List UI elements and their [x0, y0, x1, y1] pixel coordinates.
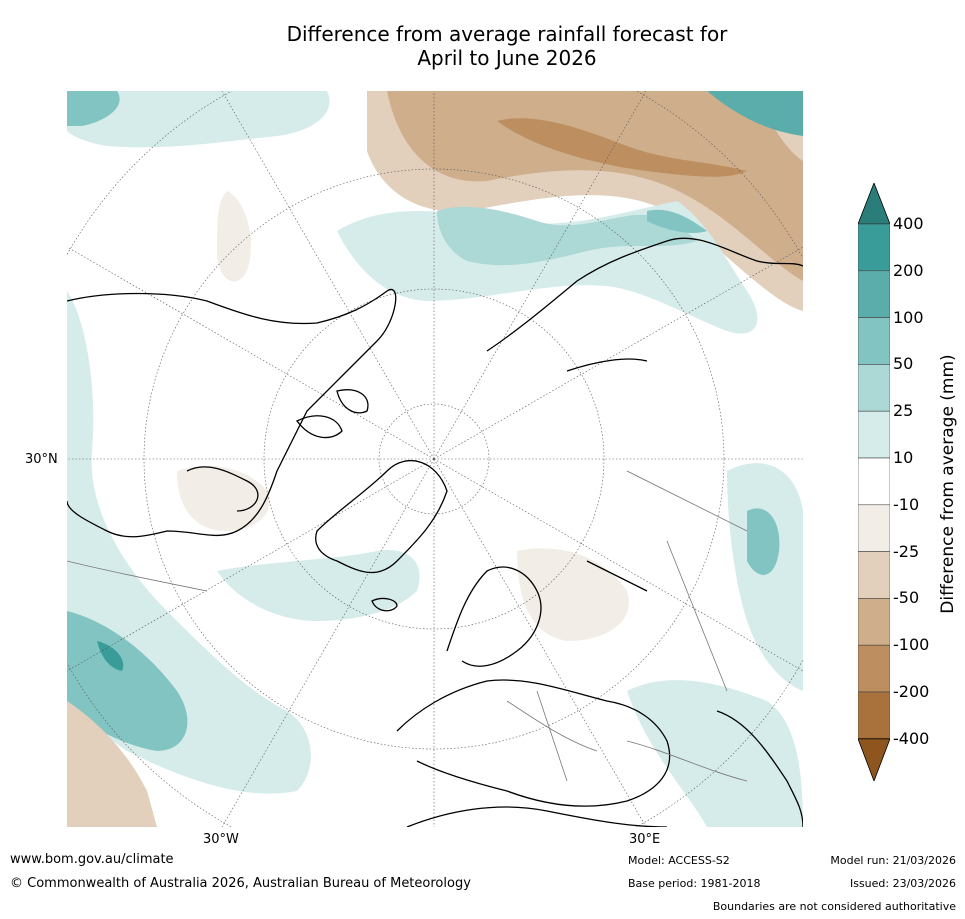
wet-anomaly-arctic-strong: [647, 209, 707, 233]
footer-issued: Issued: 23/03/2026: [849, 877, 956, 890]
colorbar-segment: [857, 410, 891, 459]
colorbar-tick-label: -200: [893, 682, 930, 701]
graticule: [67, 91, 803, 827]
colorbar-tick-label: -25: [893, 541, 920, 561]
colorbar-segment: [857, 504, 891, 552]
colorbar-extend-max: [857, 181, 891, 225]
wet-anomaly-asia: [727, 463, 803, 691]
country-borders: [67, 470, 748, 782]
colorbar-segment: [857, 457, 891, 506]
colorbar-segment: [857, 223, 891, 272]
colorbar-tick-label: 25: [893, 401, 914, 421]
dry-anomaly-north-core: [387, 91, 803, 281]
colorbar-tick-label: -100: [893, 635, 930, 655]
dry-anomaly-greenland: [217, 191, 251, 282]
dry-anomaly-europe: [517, 548, 629, 641]
colorbar-tick-label: 50: [893, 354, 914, 374]
colorbar-segment: [857, 598, 891, 646]
colorbar-extend-min: [857, 738, 891, 783]
colorbar-tick-label: -50: [893, 588, 920, 608]
title-line-2: April to June 2026: [417, 46, 597, 70]
wet-anomaly-asia-core: [747, 508, 780, 575]
lat-label-30n: 30°N: [25, 452, 58, 467]
map-canvas: [67, 91, 803, 827]
footer-website: www.bom.gov.au/climate: [10, 852, 174, 867]
dry-anomaly-north-strong: [497, 118, 747, 177]
wet-anomaly-mideast: [627, 680, 803, 827]
footer-model: Model: ACCESS-S2: [628, 854, 730, 867]
colorbar-tick-label: -400: [893, 728, 930, 748]
colorbar: [857, 181, 891, 783]
lon-label-30w: 30°W: [203, 832, 239, 847]
footer-model-run: Model run: 21/03/2026: [830, 854, 956, 867]
rainfall-map: [67, 91, 803, 827]
footer-copyright: © Commonwealth of Australia 2026, Austra…: [10, 876, 471, 891]
colorbar-segment: [857, 551, 891, 599]
wet-anomaly-arctic-core: [437, 206, 697, 266]
map-title: Difference from average rainfall forecas…: [0, 22, 965, 70]
wet-anomaly-pacific-core: [97, 641, 124, 671]
colorbar-segment: [857, 644, 891, 693]
wet-anomaly-pacific: [67, 611, 188, 751]
lon-label-30e: 30°E: [629, 832, 661, 847]
colorbar-tick-label: 400: [893, 214, 924, 233]
wet-anomaly-nw: [67, 91, 330, 148]
colorbar-segment: [857, 270, 891, 318]
colorbar-segment: [857, 317, 891, 365]
colorbar-title: Difference from average (mm): [938, 354, 958, 614]
footer-disclaimer: Boundaries are not considered authoritat…: [712, 900, 956, 913]
wet-anomaly-nw-core: [67, 91, 120, 126]
colorbar-segment: [857, 691, 891, 740]
colorbar-segment: [857, 364, 891, 412]
wet-anomaly-atlantic-band: [217, 550, 420, 621]
colorbar-tick-label: 100: [893, 307, 924, 327]
wet-anomaly-ne-corner: [707, 91, 803, 136]
dry-anomaly-sw: [67, 701, 157, 827]
coastlines: [67, 237, 803, 827]
colorbar-tick-label: 200: [893, 260, 924, 280]
colorbar-tick-label: 10: [893, 448, 914, 467]
colorbar-tick-label: -10: [893, 494, 920, 514]
title-line-1: Difference from average rainfall forecas…: [286, 22, 728, 46]
footer-base-period: Base period: 1981-2018: [628, 877, 761, 890]
dry-anomaly-central: [177, 466, 270, 531]
colorbar-graphic: [857, 181, 891, 783]
